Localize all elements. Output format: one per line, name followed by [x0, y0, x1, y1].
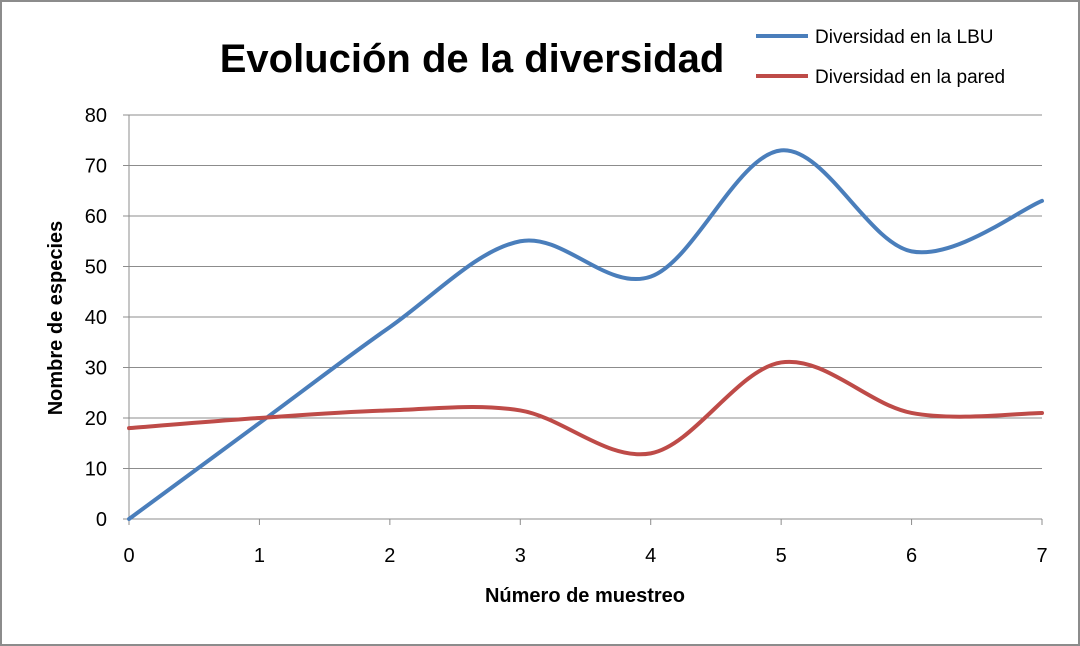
y-tick-label: 0 [96, 509, 107, 531]
y-tick-label: 70 [85, 156, 107, 178]
y-tick-label: 30 [85, 358, 107, 380]
x-tick-label: 3 [515, 545, 526, 567]
gridlines [129, 114, 1042, 469]
x-tick-label: 7 [1036, 545, 1047, 567]
x-tick-labels: 0 1 2 3 4 5 6 7 [123, 545, 1047, 567]
series-lines [127, 148, 1044, 521]
y-tick-label: 80 [85, 105, 107, 127]
legend-label-lbu: Diversidad en la LBU [815, 27, 993, 48]
series-line-lbu [127, 148, 1044, 521]
y-tick-label: 60 [85, 206, 107, 228]
x-tick-label: 4 [645, 545, 656, 567]
x-tick-label: 5 [776, 545, 787, 567]
chart-title: Evolución de la diversidad [220, 37, 725, 81]
y-tick-label: 20 [85, 408, 107, 430]
x-axis-title: Número de muestreo [485, 585, 685, 607]
series-line-pared [127, 359, 1044, 457]
x-tick-label: 0 [123, 545, 134, 567]
y-tick-label: 40 [85, 307, 107, 329]
x-tick-label: 2 [384, 545, 395, 567]
axes [123, 114, 1043, 525]
legend: Diversidad en la LBU Diversidad en la pa… [756, 27, 1005, 88]
y-tick-label: 10 [85, 459, 107, 481]
legend-label-pared: Diversidad en la pared [815, 67, 1005, 88]
y-tick-label: 50 [85, 257, 107, 279]
y-tick-labels: 0 10 20 30 40 50 60 70 80 [85, 105, 107, 531]
x-tick-label: 1 [254, 545, 265, 567]
y-axis-title: Nombre de especies [45, 221, 67, 416]
x-tick-label: 6 [906, 545, 917, 567]
